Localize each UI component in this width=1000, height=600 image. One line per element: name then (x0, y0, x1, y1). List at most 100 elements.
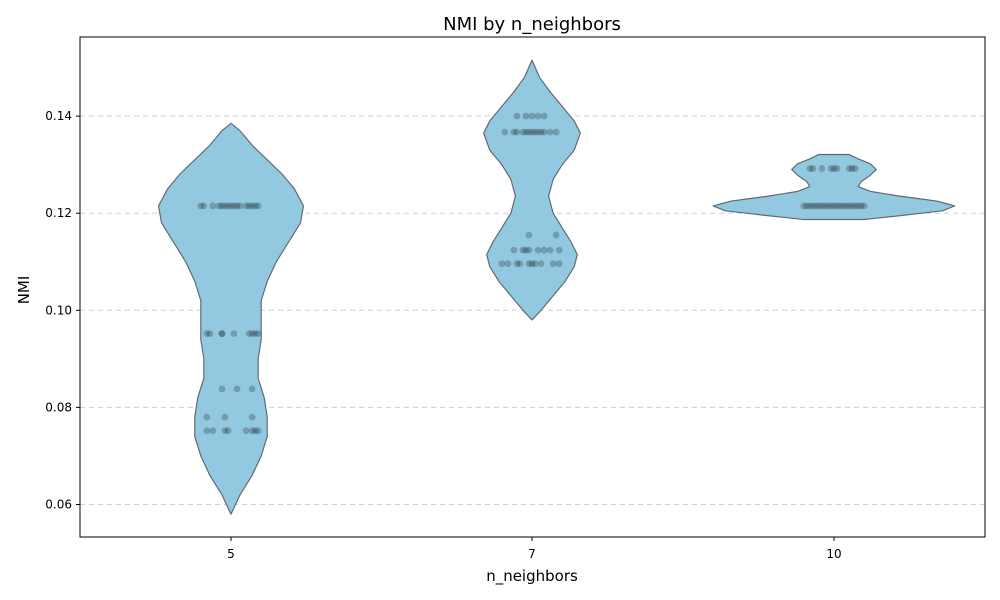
data-point (248, 385, 256, 393)
data-point (251, 202, 259, 210)
x-tick-label: 10 (826, 547, 841, 561)
violin-layer (157, 59, 956, 515)
x-tick-label: 7 (528, 547, 536, 561)
data-point (230, 330, 238, 338)
data-point (209, 202, 217, 210)
data-point (815, 202, 823, 210)
data-point (818, 165, 826, 172)
y-tick-label: 0.14 (45, 109, 72, 123)
data-point (245, 330, 253, 338)
x-axis-ticks: 5 7 10 (227, 537, 842, 561)
data-point (842, 202, 850, 210)
y-axis-label: NMI (15, 276, 33, 305)
data-point (242, 202, 250, 210)
data-point (528, 112, 536, 120)
y-tick-label: 0.06 (45, 497, 72, 511)
y-tick-label: 0.10 (45, 303, 72, 317)
data-point (218, 330, 226, 338)
data-point (830, 165, 838, 172)
data-point (537, 128, 545, 136)
y-tick-label: 0.08 (45, 400, 72, 414)
data-point (209, 427, 217, 435)
data-point (510, 128, 518, 136)
y-tick-label: 0.12 (45, 206, 72, 220)
data-point (839, 202, 847, 210)
data-point (534, 112, 542, 120)
data-point (215, 202, 223, 210)
data-point (221, 413, 229, 421)
data-point (254, 330, 262, 338)
data-point (516, 260, 524, 268)
data-point (513, 260, 521, 268)
data-point (833, 165, 841, 172)
data-point (552, 231, 560, 239)
data-point (218, 385, 226, 393)
data-point (845, 202, 853, 210)
data-point (501, 128, 509, 136)
data-point (830, 202, 838, 210)
data-point (525, 246, 533, 254)
data-point (519, 128, 527, 136)
data-point (236, 202, 244, 210)
data-point (504, 260, 512, 268)
data-point (218, 330, 226, 338)
data-point (555, 246, 563, 254)
data-point (809, 165, 817, 172)
x-axis-label: n_neighbors (486, 567, 578, 586)
data-point (233, 202, 241, 210)
data-point (254, 202, 262, 210)
data-point (528, 260, 536, 268)
data-point (519, 246, 527, 254)
data-point (534, 246, 542, 254)
data-point (546, 246, 554, 254)
x-tick-label: 5 (227, 547, 235, 561)
data-point (510, 246, 518, 254)
data-point (818, 202, 826, 210)
data-point (857, 202, 865, 210)
data-point (540, 128, 548, 136)
data-point (549, 260, 557, 268)
chart-title: NMI by n_neighbors (443, 14, 621, 35)
violin-body-7 (483, 59, 581, 321)
data-point (525, 260, 533, 268)
data-point (540, 246, 548, 254)
data-point (522, 112, 530, 120)
data-point (827, 202, 835, 210)
data-point (555, 260, 563, 268)
data-point (513, 112, 521, 120)
data-point (251, 427, 259, 435)
data-point (248, 427, 256, 435)
violin-body-10 (712, 153, 956, 221)
data-point (200, 202, 208, 210)
data-point (800, 202, 808, 210)
data-point (203, 413, 211, 421)
data-point (851, 202, 859, 210)
data-point (531, 128, 539, 136)
data-point (227, 202, 235, 210)
data-point (224, 427, 232, 435)
data-point (845, 165, 853, 172)
data-point (254, 427, 262, 435)
data-point (836, 202, 844, 210)
data-point (531, 260, 539, 268)
data-point (851, 165, 859, 172)
data-point (251, 330, 259, 338)
data-point (552, 128, 560, 136)
data-point (522, 246, 530, 254)
data-point (546, 128, 554, 136)
violin-body-5 (157, 122, 305, 515)
data-point (528, 128, 536, 136)
data-point (197, 202, 205, 210)
data-point (525, 231, 533, 239)
data-point (860, 202, 868, 210)
point-layer (197, 112, 868, 435)
data-point (821, 202, 829, 210)
data-point (854, 202, 862, 210)
data-point (221, 202, 229, 210)
data-point (522, 128, 530, 136)
y-axis-ticks: 0.06 0.08 0.10 0.12 0.14 (45, 109, 80, 511)
data-point (848, 202, 856, 210)
data-point (540, 112, 548, 120)
data-point (230, 202, 238, 210)
